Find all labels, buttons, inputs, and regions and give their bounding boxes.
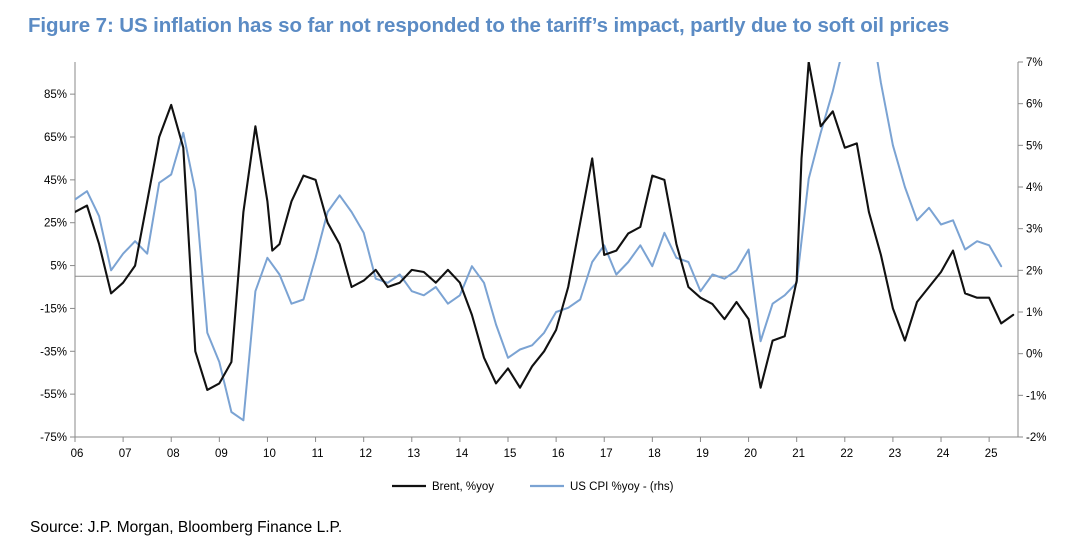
x-tick-label: 22 bbox=[840, 448, 853, 460]
x-tick-label: 09 bbox=[215, 448, 228, 460]
left-tick-label: 25% bbox=[44, 218, 67, 230]
right-tick-label: -1% bbox=[1026, 390, 1046, 402]
right-tick-label: 0% bbox=[1026, 349, 1043, 361]
x-tick-label: 10 bbox=[263, 448, 276, 460]
left-tick-label: -55% bbox=[40, 389, 67, 401]
right-tick-label: 7% bbox=[1026, 57, 1043, 69]
us-cpi-series-line bbox=[75, 62, 1003, 422]
right-tick-label: 3% bbox=[1026, 224, 1043, 236]
right-axis-ticks: 7% 6% 5% 4% 3% 2% 1% 0% -1% -2% bbox=[1018, 57, 1046, 444]
left-tick-label: -35% bbox=[40, 346, 67, 358]
brent-series-line bbox=[75, 62, 1015, 391]
right-tick-label: -2% bbox=[1026, 432, 1046, 444]
legend: Brent, %yoy US CPI %yoy - (rhs) bbox=[392, 481, 674, 493]
x-tick-label: 24 bbox=[937, 448, 950, 460]
left-tick-label: -75% bbox=[40, 432, 67, 444]
left-tick-label: 65% bbox=[44, 132, 67, 144]
x-tick-label: 17 bbox=[600, 448, 613, 460]
left-tick-label: 5% bbox=[50, 261, 67, 273]
x-tick-label: 19 bbox=[696, 448, 709, 460]
left-axis-ticks: 85% 65% 45% 25% 5% -15% -35% -55% -75% bbox=[40, 89, 75, 444]
series-layer bbox=[75, 62, 1015, 422]
legend-label-us-cpi: US CPI %yoy - (rhs) bbox=[570, 481, 674, 493]
x-tick-label: 18 bbox=[648, 448, 661, 460]
x-tick-label: 14 bbox=[455, 448, 468, 460]
x-tick-label: 07 bbox=[119, 448, 132, 460]
x-tick-label: 21 bbox=[792, 448, 805, 460]
legend-label-brent: Brent, %yoy bbox=[432, 481, 494, 493]
source-note: Source: J.P. Morgan, Bloomberg Finance L… bbox=[30, 519, 343, 536]
x-tick-label: 23 bbox=[889, 448, 902, 460]
right-tick-label: 6% bbox=[1026, 99, 1043, 111]
x-tick-label: 06 bbox=[71, 448, 84, 460]
right-tick-label: 1% bbox=[1026, 307, 1043, 319]
left-tick-label: -15% bbox=[40, 303, 67, 315]
x-tick-label: 20 bbox=[744, 448, 757, 460]
right-tick-label: 4% bbox=[1026, 182, 1043, 194]
x-tick-label: 13 bbox=[407, 448, 420, 460]
x-tick-label: 08 bbox=[167, 448, 180, 460]
x-axis-ticks: 06 07 08 09 10 11 12 13 14 15 16 17 18 19 20 21 22 23 24 25 bbox=[71, 437, 998, 460]
right-tick-label: 5% bbox=[1026, 140, 1043, 152]
axes-group bbox=[74, 62, 1019, 438]
x-tick-label: 25 bbox=[985, 448, 998, 460]
left-tick-label: 85% bbox=[44, 89, 67, 101]
right-tick-label: 2% bbox=[1026, 265, 1043, 277]
x-tick-label: 16 bbox=[552, 448, 565, 460]
x-tick-label: 12 bbox=[359, 448, 372, 460]
left-tick-label: 45% bbox=[44, 175, 67, 187]
x-tick-label: 15 bbox=[504, 448, 517, 460]
x-tick-label: 11 bbox=[312, 448, 324, 460]
chart-title: Figure 7: US inflation has so far not re… bbox=[28, 14, 950, 37]
